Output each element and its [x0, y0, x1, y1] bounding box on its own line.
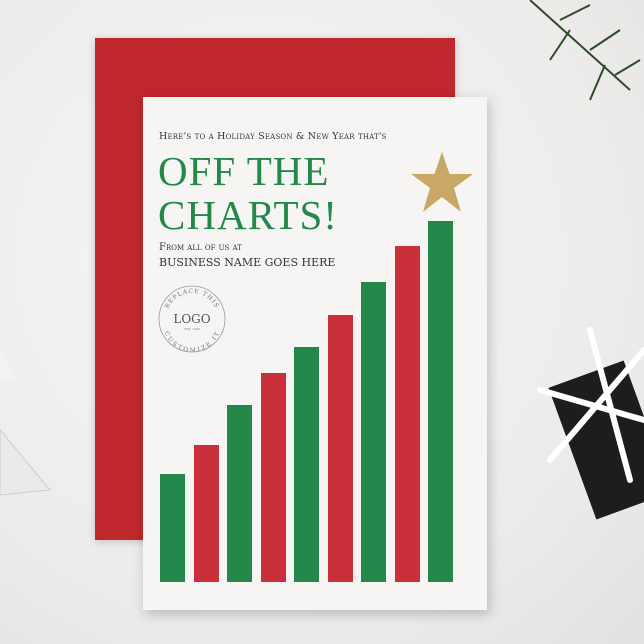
gold-star-icon	[411, 152, 473, 212]
logo-bottom-text: CUSTOMIZE IT	[163, 330, 221, 354]
svg-text:CUSTOMIZE IT: CUSTOMIZE IT	[163, 330, 222, 354]
chart-bar-6	[327, 314, 353, 582]
greeting-text: Here's to a Holiday Season & New Year th…	[159, 131, 387, 142]
chart-bar-1	[160, 473, 185, 582]
logo-top-text: REPLACE THIS	[164, 288, 220, 310]
logo-main-text: LOGO	[173, 312, 210, 326]
chart-bar-7	[361, 282, 386, 582]
chart-bar-3	[227, 405, 252, 582]
title-line-2: CHARTS!	[158, 192, 338, 238]
chart-bar-2	[193, 444, 219, 582]
from-line: From all of us at	[159, 242, 242, 253]
svg-text:REPLACE THIS: REPLACE THIS	[164, 288, 221, 310]
pine-branch-icon	[529, 0, 641, 101]
logo-est-text: EST. 1990	[184, 327, 199, 331]
snowflake-ornament-icon	[537, 327, 644, 520]
title-line-1: OFF THE	[158, 148, 330, 194]
business-name: BUSINESS NAME GOES HERE	[159, 256, 336, 269]
chart-bar-8	[394, 246, 420, 582]
chart-bar-9	[428, 221, 453, 582]
tree-ornament-icon	[0, 350, 51, 496]
holiday-card: Here's to a Holiday Season & New Year th…	[143, 97, 487, 610]
chart-bar-4	[260, 372, 286, 582]
chart-bar-5	[294, 347, 319, 582]
logo-placeholder: REPLACE THIS LOGO EST. 1990 CUSTOMIZE IT	[158, 285, 226, 354]
card-title: OFF THE CHARTS!	[158, 149, 338, 237]
